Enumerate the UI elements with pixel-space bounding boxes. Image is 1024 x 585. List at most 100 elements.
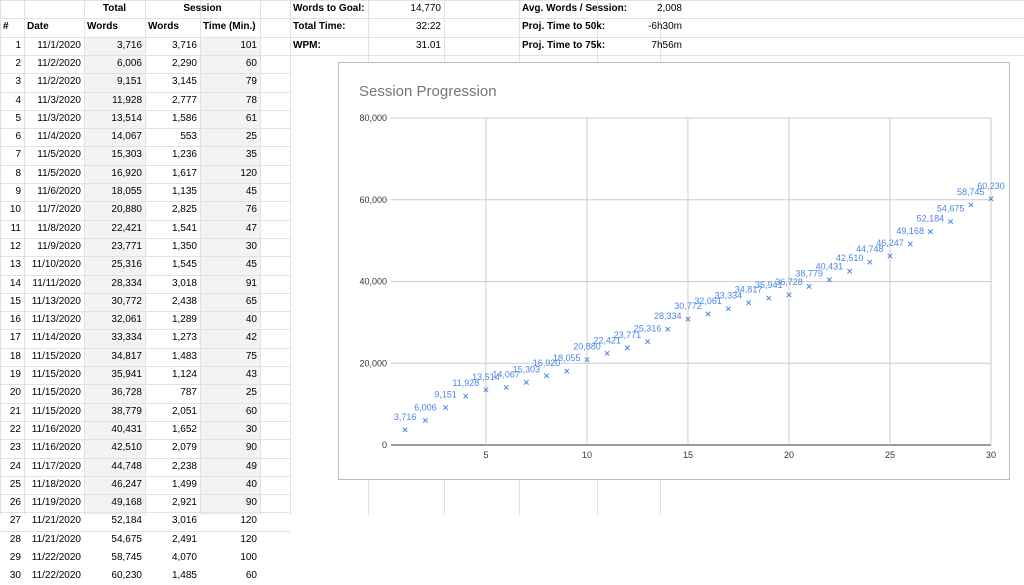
cell-session-time[interactable]: 91 bbox=[245, 278, 257, 289]
cell-total-words[interactable]: 42,510 bbox=[111, 442, 142, 453]
header-total-words[interactable]: Words bbox=[87, 21, 118, 32]
cell-session-words[interactable]: 1,485 bbox=[171, 570, 197, 581]
cell-total-words[interactable]: 33,334 bbox=[111, 332, 142, 343]
cell-session-time[interactable]: 79 bbox=[245, 76, 257, 87]
header-session-group[interactable]: Session bbox=[183, 3, 222, 14]
cell-session-words[interactable]: 2,051 bbox=[171, 406, 197, 417]
cell-session-words[interactable]: 2,777 bbox=[171, 95, 197, 106]
cell-total-words[interactable]: 11,928 bbox=[112, 95, 142, 106]
cell-session-time[interactable]: 47 bbox=[245, 223, 257, 234]
cell-date[interactable]: 11/22/2020 bbox=[31, 570, 81, 581]
cell-session-words[interactable]: 2,290 bbox=[171, 58, 197, 69]
cell-session-time[interactable]: 60 bbox=[245, 406, 257, 417]
cell-date[interactable]: 11/22/2020 bbox=[31, 552, 81, 563]
cell-session-time[interactable]: 25 bbox=[245, 387, 257, 398]
cell-session-time[interactable]: 60 bbox=[245, 58, 257, 69]
cell-date[interactable]: 11/15/2020 bbox=[31, 369, 81, 380]
header-total-group[interactable]: Total bbox=[102, 3, 127, 14]
stat-value[interactable]: 31.01 bbox=[415, 40, 441, 51]
header-rownum[interactable]: # bbox=[3, 21, 9, 32]
cell-session-time[interactable]: 45 bbox=[245, 259, 257, 270]
cell-total-words[interactable]: 13,514 bbox=[111, 113, 142, 124]
stat-label[interactable]: Proj. Time to 75k: bbox=[522, 40, 606, 51]
cell-date[interactable]: 11/3/2020 bbox=[37, 113, 81, 124]
stat-value[interactable]: 32:22 bbox=[415, 21, 441, 32]
cell-session-time[interactable]: 42 bbox=[245, 332, 257, 343]
cell-session-words[interactable]: 2,921 bbox=[171, 497, 197, 508]
cell-date[interactable]: 11/2/2020 bbox=[37, 76, 81, 87]
cell-date[interactable]: 11/16/2020 bbox=[31, 442, 81, 453]
cell-session-words[interactable]: 1,124 bbox=[171, 369, 197, 380]
cell-session-words[interactable]: 4,070 bbox=[171, 552, 197, 563]
cell-session-time[interactable]: 61 bbox=[245, 113, 257, 124]
cell-session-words[interactable]: 1,273 bbox=[171, 332, 197, 343]
cell-session-time[interactable]: 78 bbox=[245, 95, 257, 106]
cell-total-words[interactable]: 22,421 bbox=[111, 223, 142, 234]
cell-session-words[interactable]: 3,018 bbox=[171, 278, 197, 289]
cell-session-words[interactable]: 2,438 bbox=[171, 296, 197, 307]
cell-total-words[interactable]: 35,941 bbox=[111, 369, 142, 380]
cell-date[interactable]: 11/7/2020 bbox=[37, 204, 81, 215]
cell-total-words[interactable]: 60,230 bbox=[111, 570, 142, 581]
stat-value[interactable]: 14,770 bbox=[410, 3, 441, 14]
cell-session-time[interactable]: 43 bbox=[245, 369, 257, 380]
cell-session-words[interactable]: 1,350 bbox=[171, 241, 197, 252]
cell-session-time[interactable]: 76 bbox=[245, 204, 257, 215]
stat-value[interactable]: 7h56m bbox=[651, 40, 682, 51]
cell-session-time[interactable]: 25 bbox=[245, 131, 257, 142]
session-progression-chart[interactable]: Session Progression 0 20,000 40,000 60,000 80… bbox=[338, 62, 1010, 480]
cell-session-words[interactable]: 1,289 bbox=[171, 314, 197, 325]
cell-total-words[interactable]: 18,055 bbox=[111, 186, 142, 197]
cell-session-time[interactable]: 100 bbox=[240, 552, 257, 563]
cell-total-words[interactable]: 23,771 bbox=[111, 241, 142, 252]
cell-total-words[interactable]: 14,067 bbox=[111, 131, 142, 142]
cell-total-words[interactable]: 44,748 bbox=[111, 461, 142, 472]
cell-session-words[interactable]: 2,238 bbox=[171, 461, 197, 472]
cell-total-words[interactable]: 28,334 bbox=[111, 278, 142, 289]
cell-total-words[interactable]: 25,316 bbox=[111, 259, 142, 270]
cell-session-words[interactable]: 3,145 bbox=[171, 76, 197, 87]
cell-date[interactable]: 11/2/2020 bbox=[37, 58, 81, 69]
header-session-words[interactable]: Words bbox=[148, 21, 179, 32]
cell-session-time[interactable]: 60 bbox=[245, 570, 257, 581]
stat-label[interactable]: WPM: bbox=[293, 40, 321, 51]
header-session-time[interactable]: Time (Min.) bbox=[203, 21, 256, 32]
cell-session-time[interactable]: 49 bbox=[245, 461, 257, 472]
cell-date[interactable]: 11/15/2020 bbox=[31, 406, 81, 417]
cell-session-words[interactable]: 3,716 bbox=[171, 40, 197, 51]
cell-session-time[interactable]: 30 bbox=[245, 241, 257, 252]
cell-total-words[interactable]: 6,006 bbox=[116, 58, 142, 69]
cell-date[interactable]: 11/17/2020 bbox=[31, 461, 81, 472]
cell-total-words[interactable]: 20,880 bbox=[111, 204, 142, 215]
cell-date[interactable]: 11/14/2020 bbox=[31, 332, 81, 343]
cell-date[interactable]: 11/9/2020 bbox=[37, 241, 81, 252]
cell-date[interactable]: 11/11/2020 bbox=[32, 278, 81, 289]
cell-total-words[interactable]: 58,745 bbox=[111, 552, 142, 563]
cell-session-words[interactable]: 2,079 bbox=[171, 442, 197, 453]
cell-session-time[interactable]: 45 bbox=[245, 186, 257, 197]
stat-label[interactable]: Words to Goal: bbox=[293, 3, 365, 14]
cell-date[interactable]: 11/19/2020 bbox=[31, 497, 81, 508]
cell-session-time[interactable]: 65 bbox=[245, 296, 257, 307]
cell-session-words[interactable]: 1,541 bbox=[171, 223, 197, 234]
cell-session-words[interactable]: 1,499 bbox=[171, 479, 197, 490]
cell-session-time[interactable]: 35 bbox=[245, 149, 257, 160]
stat-value[interactable]: 2,008 bbox=[656, 3, 682, 14]
cell-date[interactable]: 11/18/2020 bbox=[31, 479, 81, 490]
cell-session-words[interactable]: 1,483 bbox=[171, 351, 197, 362]
cell-total-words[interactable]: 38,779 bbox=[111, 406, 142, 417]
cell-session-time[interactable]: 120 bbox=[240, 168, 257, 179]
cell-date[interactable]: 11/6/2020 bbox=[37, 186, 81, 197]
cell-session-words[interactable]: 553 bbox=[180, 131, 197, 142]
stat-label[interactable]: Proj. Time to 50k: bbox=[522, 21, 606, 32]
cell-total-words[interactable]: 36,728 bbox=[111, 387, 142, 398]
cell-session-words[interactable]: 787 bbox=[180, 387, 197, 398]
stat-label[interactable]: Total Time: bbox=[293, 21, 346, 32]
cell-session-time[interactable]: 101 bbox=[240, 40, 257, 51]
cell-session-time[interactable]: 75 bbox=[245, 351, 257, 362]
cell-total-words[interactable]: 30,772 bbox=[111, 296, 142, 307]
cell-session-time[interactable]: 40 bbox=[245, 479, 257, 490]
cell-date[interactable]: 11/5/2020 bbox=[37, 168, 81, 179]
cell-session-time[interactable]: 90 bbox=[245, 497, 257, 508]
cell-session-words[interactable]: 1,652 bbox=[171, 424, 197, 435]
